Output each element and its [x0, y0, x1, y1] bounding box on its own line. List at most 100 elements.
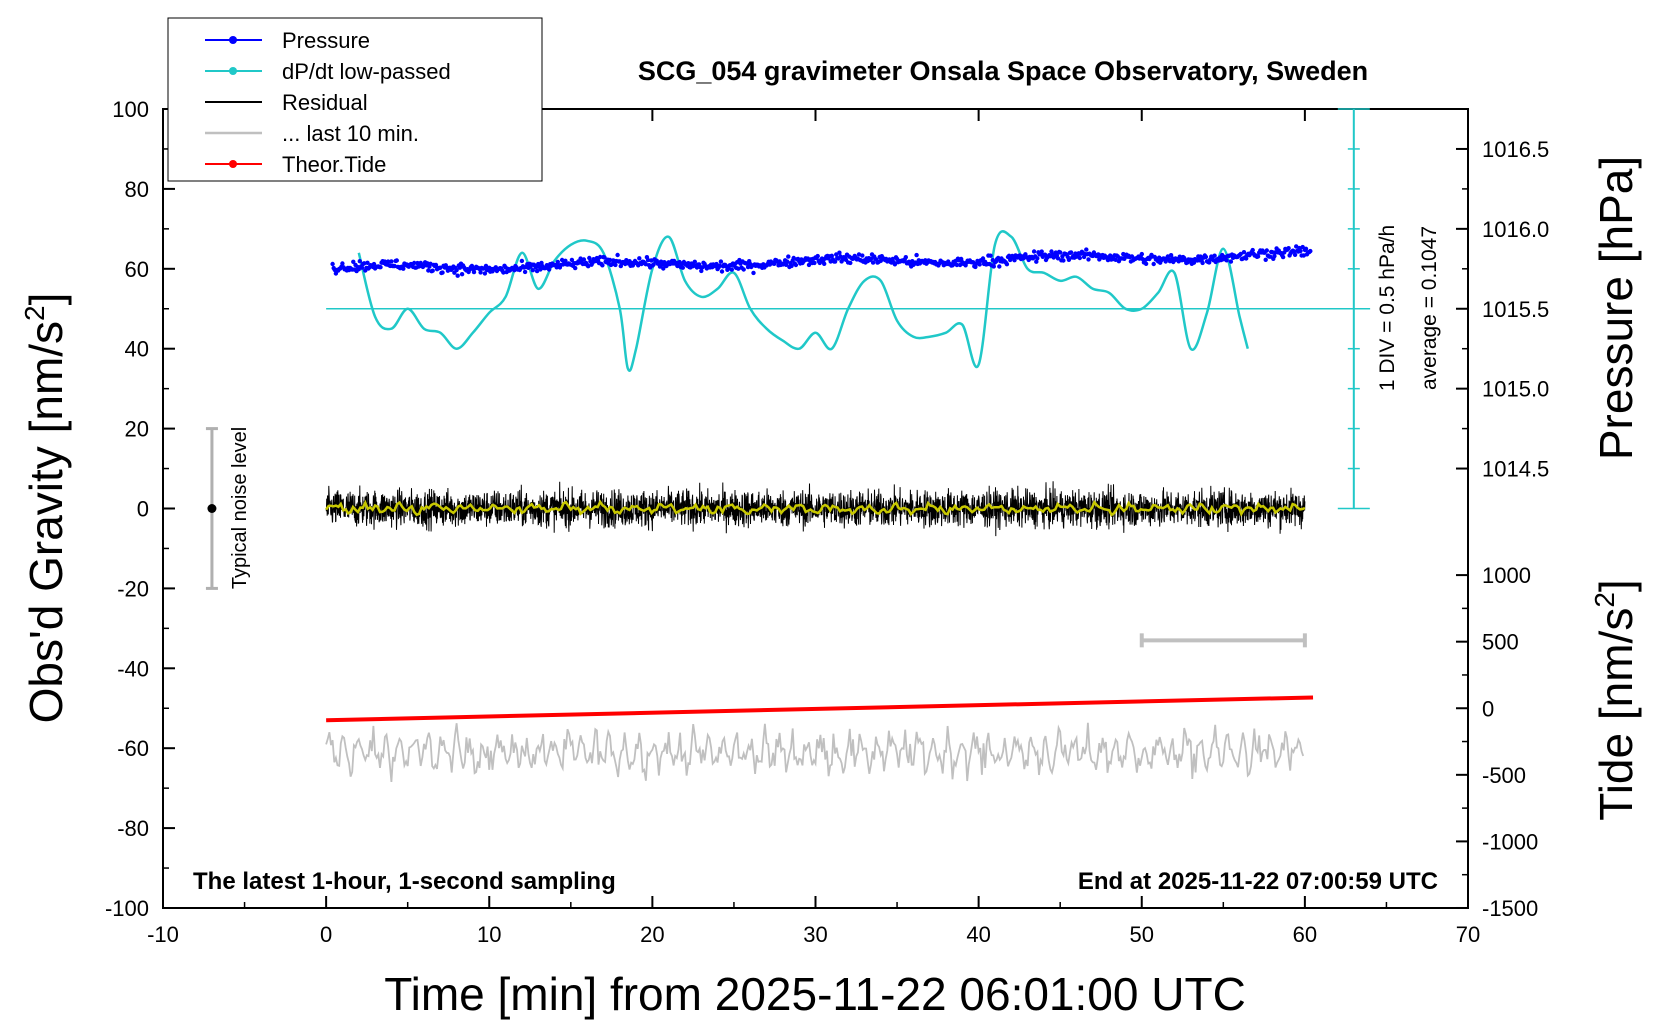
legend-item: Theor.Tide [205, 152, 386, 177]
legend-item: ... last 10 min. [205, 121, 419, 146]
pressure-tick-label: 1016.5 [1482, 137, 1549, 162]
pressure-point [651, 262, 656, 267]
pressure-point [598, 254, 603, 260]
tide-axis-title-sup: 2 [1589, 592, 1620, 608]
pressure-point [1212, 253, 1217, 258]
pressure-point [438, 265, 443, 270]
theoretical-tide-series [326, 695, 1314, 723]
pressure-point [471, 269, 477, 275]
pressure-point [1228, 259, 1234, 264]
legend-item: Residual [205, 90, 368, 115]
pressure-axis-title: Pressure [hPa] [1590, 156, 1642, 460]
y-tick-label: 0 [137, 497, 149, 522]
pressure-point [1280, 254, 1286, 260]
pressure-tick-label: 1016.0 [1482, 217, 1549, 242]
pressure-point [1031, 249, 1037, 254]
pressure-point [1303, 246, 1309, 251]
pressure-tick-label: 1014.5 [1482, 457, 1549, 482]
y-axis: 100 80 60 40 20 0 -20 -40 -60 -80 -100 [105, 97, 175, 921]
y-tick-label: 20 [125, 417, 149, 442]
pressure-point [519, 258, 525, 264]
pressure-point [1034, 259, 1039, 264]
x-tick-label: 10 [477, 922, 501, 947]
pressure-point [1143, 261, 1149, 266]
pressure-point [729, 267, 734, 272]
pressure-point [856, 252, 862, 257]
sampling-annotation: The latest 1-hour, 1-second sampling [193, 868, 616, 895]
pressure-point [772, 261, 777, 266]
pressure-point [1264, 248, 1270, 253]
pressure-point [786, 254, 791, 259]
legend-box [167, 17, 543, 182]
y-tick-label: -80 [117, 816, 149, 841]
pressure-point [789, 263, 794, 269]
pressure-point [1272, 253, 1277, 259]
noise-bar-center-dot [207, 504, 217, 513]
pressure-point [1086, 257, 1091, 262]
tide-axis-title: Tide [nm/s2] [1589, 579, 1642, 820]
tide-axis-title-end: ] [1590, 579, 1642, 592]
pressure-point [714, 261, 719, 267]
tide-axis: 1000 500 0 -500 -1000 -1500 [1456, 563, 1538, 921]
pressure-point [401, 266, 406, 271]
y-axis-title: Obs'd Gravity [nm/s2] [19, 293, 72, 724]
legend-label: dP/dt low-passed [282, 59, 451, 84]
pressure-point [892, 262, 898, 267]
pressure-point [977, 262, 982, 267]
dpdt-average-label: average = 0.1047 [1418, 226, 1441, 390]
pressure-point [988, 253, 993, 258]
series-layer [325, 230, 1314, 782]
ten-minute-bar [1139, 633, 1307, 648]
pressure-point [1244, 256, 1249, 261]
y-tick-label: 60 [125, 257, 149, 282]
pressure-point [1267, 254, 1273, 259]
legend-item: dP/dt low-passed [205, 59, 451, 84]
pressure-point [440, 270, 445, 275]
pressure-point [751, 270, 756, 276]
pressure-point [1058, 250, 1063, 255]
pressure-point [1200, 260, 1205, 266]
pressure-point [822, 261, 827, 266]
legend-label: Pressure [282, 28, 370, 53]
pressure-point [394, 258, 399, 263]
pressure-point [330, 261, 335, 267]
tide-tick-label: 1000 [1482, 563, 1531, 588]
pressure-point [1055, 256, 1061, 261]
pressure-point [680, 265, 685, 270]
pressure-point [602, 255, 607, 260]
legend-item: Pressure [205, 28, 370, 53]
legend: Pressure dP/dt low-passed Residual ... last… [167, 17, 543, 182]
pressure-point [1066, 257, 1072, 262]
pressure-point [385, 259, 391, 264]
x-axis-title: Time [min] from 2025-11-22 06:01:00 UTC [384, 968, 1246, 1020]
y-tick-label: 40 [125, 337, 149, 362]
pressure-point [365, 260, 370, 265]
x-tick-label: 0 [320, 922, 332, 947]
pressure-point [1004, 262, 1010, 267]
pressure-point [454, 267, 459, 273]
pressure-point [457, 265, 463, 270]
pressure-point [848, 260, 853, 266]
pressure-point [837, 250, 842, 255]
pressure-point [501, 270, 506, 275]
pressure-point [581, 257, 587, 262]
pressure-point [1061, 258, 1066, 263]
x-tick-label: 20 [640, 922, 664, 947]
pressure-point [692, 259, 697, 264]
x-tick-label: 30 [803, 922, 827, 947]
pressure-tick-label: 1015.5 [1482, 297, 1549, 322]
pressure-point [791, 255, 796, 261]
pressure-point [1012, 258, 1017, 263]
noise-level-label: Typical noise level [229, 427, 251, 589]
pressure-point [793, 262, 799, 268]
y-tick-label: -20 [117, 576, 149, 601]
legend-swatch-marker [229, 36, 237, 44]
pressure-point [1084, 247, 1089, 252]
pressure-point [378, 265, 383, 270]
pressure-point [533, 265, 539, 270]
pressure-point [609, 262, 615, 267]
pressure-point [736, 266, 741, 271]
pressure-point [829, 253, 834, 258]
y-axis-title-end: ] [20, 293, 72, 306]
